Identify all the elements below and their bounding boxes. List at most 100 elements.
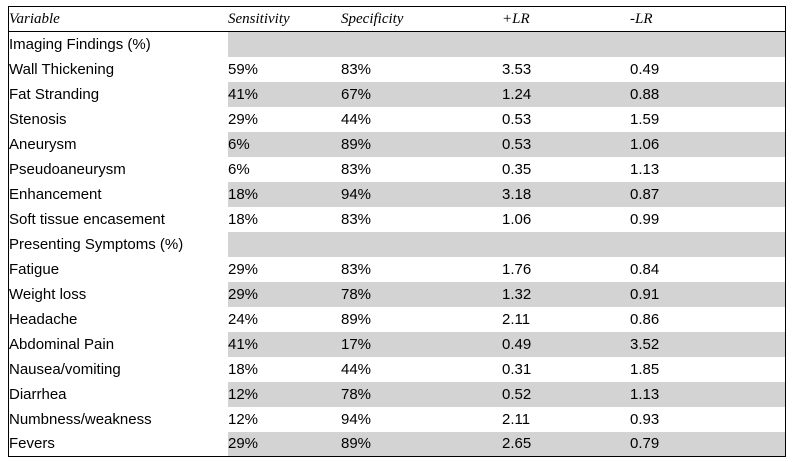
negative-lr-cell: 1.06 (630, 131, 786, 157)
header-positive-lr: +LR (502, 6, 630, 32)
specificity-cell: 83% (341, 160, 372, 178)
negative-lr-cell: 0.91 (630, 281, 786, 307)
row-label: Fevers (9, 435, 55, 453)
negative-lr-cell: 3.52 (630, 331, 786, 357)
positive-lr-cell: 1.24 (502, 81, 630, 107)
row-label: Diarrhea (9, 385, 67, 403)
negative-lr-cell: 0.87 (630, 181, 786, 207)
specificity-cell: 78% (341, 281, 502, 307)
header-sensitivity: Sensitivity (228, 6, 341, 32)
sensitivity-cell: 18% (228, 181, 341, 207)
row-label: Wall Thickening (9, 60, 115, 78)
table-row: Fevers 29% 89% 2.65 0.79 (9, 431, 786, 457)
specificity-cell: 83% (341, 60, 372, 78)
row-label: Headache (9, 310, 78, 328)
negative-lr-cell: 0.93 (630, 410, 660, 428)
negative-lr-cell: 0.86 (630, 310, 660, 328)
section-row: Imaging Findings (%) (9, 31, 786, 57)
row-label: Nausea/vomiting (9, 360, 121, 378)
specificity-cell: 94% (341, 181, 502, 207)
row-label: Weight loss (9, 285, 87, 303)
row-label: Enhancement (9, 185, 102, 203)
table-row: Abdominal Pain 41% 17% 0.49 3.52 (9, 331, 786, 357)
negative-lr-cell: 0.88 (630, 81, 786, 107)
specificity-cell: 67% (341, 81, 502, 107)
table-row: Weight loss 29% 78% 1.32 0.91 (9, 281, 786, 307)
row-label: Stenosis (9, 110, 67, 128)
positive-lr-cell: 3.53 (502, 60, 532, 78)
row-label: Abdominal Pain (9, 335, 115, 353)
table-row: Stenosis 29% 44% 0.53 1.59 (9, 107, 786, 132)
table-row: Enhancement 18% 94% 3.18 0.87 (9, 181, 786, 207)
section-filler-cell (341, 231, 502, 257)
positive-lr-cell: 3.18 (502, 181, 630, 207)
sensitivity-cell: 59% (228, 60, 259, 78)
sensitivity-cell: 12% (228, 410, 259, 428)
section-filler-cell (630, 31, 786, 57)
negative-lr-cell: 1.59 (630, 110, 660, 128)
section-filler-cell (228, 231, 341, 257)
row-label: Fat Stranding (9, 85, 100, 103)
row-label: Pseudoaneurysm (9, 160, 126, 178)
positive-lr-cell: 0.53 (502, 110, 532, 128)
negative-lr-cell: 0.79 (630, 431, 786, 457)
positive-lr-cell: 1.06 (502, 210, 532, 228)
sensitivity-cell: 18% (228, 360, 259, 378)
positive-lr-cell: 0.53 (502, 131, 630, 157)
table-row: Fatigue 29% 83% 1.76 0.84 (9, 257, 786, 282)
negative-lr-cell: 1.13 (630, 381, 786, 407)
sensitivity-cell: 12% (228, 381, 341, 407)
positive-lr-cell: 0.52 (502, 381, 630, 407)
negative-lr-cell: 1.13 (630, 160, 660, 178)
section-filler-cell (228, 31, 341, 57)
positive-lr-cell: 0.31 (502, 360, 532, 378)
sensitivity-cell: 6% (228, 160, 250, 178)
table-row: Pseudoaneurysm 6% 83% 0.35 1.13 (9, 157, 786, 182)
positive-lr-cell: 2.11 (502, 410, 531, 428)
header-variable: Variable (8, 6, 228, 32)
specificity-cell: 44% (341, 360, 372, 378)
section-filler-cell (630, 231, 786, 257)
specificity-cell: 44% (341, 110, 372, 128)
table-body: Imaging Findings (%) Wall Thickening 59% 83… (9, 31, 786, 457)
specificity-cell: 83% (341, 260, 372, 278)
specificity-cell: 89% (341, 431, 502, 457)
sensitivity-cell: 29% (228, 431, 341, 457)
header-row: Variable Sensitivity Specificity +LR -LR (8, 6, 786, 32)
section-title: Presenting Symptoms (%) (9, 235, 184, 253)
table-row: Nausea/vomiting 18% 44% 0.31 1.85 (9, 357, 786, 382)
specificity-cell: 78% (341, 381, 502, 407)
specificity-cell: 89% (341, 310, 372, 328)
positive-lr-cell: 1.76 (502, 260, 532, 278)
table-row: Fat Stranding 41% 67% 1.24 0.88 (9, 81, 786, 107)
specificity-cell: 17% (341, 331, 502, 357)
section-title: Imaging Findings (%) (9, 35, 151, 53)
sensitivity-cell: 29% (228, 110, 259, 128)
sensitivity-cell: 41% (228, 81, 341, 107)
sensitivity-cell: 24% (228, 310, 259, 328)
sensitivity-cell: 41% (228, 331, 341, 357)
section-filler-cell (502, 31, 630, 57)
header-specificity: Specificity (341, 6, 502, 32)
section-row: Presenting Symptoms (%) (9, 231, 786, 257)
sensitivity-cell: 29% (228, 260, 259, 278)
sensitivity-cell: 18% (228, 210, 259, 228)
negative-lr-cell: 0.49 (630, 60, 660, 78)
section-filler-cell (341, 31, 502, 57)
diagnostic-accuracy-table: Variable Sensitivity Specificity +LR -LR… (8, 6, 786, 457)
table-row: Aneurysm 6% 89% 0.53 1.06 (9, 131, 786, 157)
specificity-cell: 94% (341, 410, 372, 428)
row-label: Aneurysm (9, 135, 77, 153)
positive-lr-cell: 2.11 (502, 310, 531, 328)
positive-lr-cell: 0.49 (502, 331, 630, 357)
table-row: Numbness/weakness 12% 94% 2.11 0.93 (9, 407, 786, 432)
section-filler-cell (502, 231, 630, 257)
specificity-cell: 83% (341, 210, 372, 228)
sensitivity-cell: 29% (228, 281, 341, 307)
specificity-cell: 89% (341, 131, 502, 157)
positive-lr-cell: 0.35 (502, 160, 532, 178)
table-row: Soft tissue encasement 18% 83% 1.06 0.99 (9, 207, 786, 232)
row-label: Soft tissue encasement (9, 210, 165, 228)
header-negative-lr: -LR (630, 6, 786, 32)
positive-lr-cell: 1.32 (502, 281, 630, 307)
